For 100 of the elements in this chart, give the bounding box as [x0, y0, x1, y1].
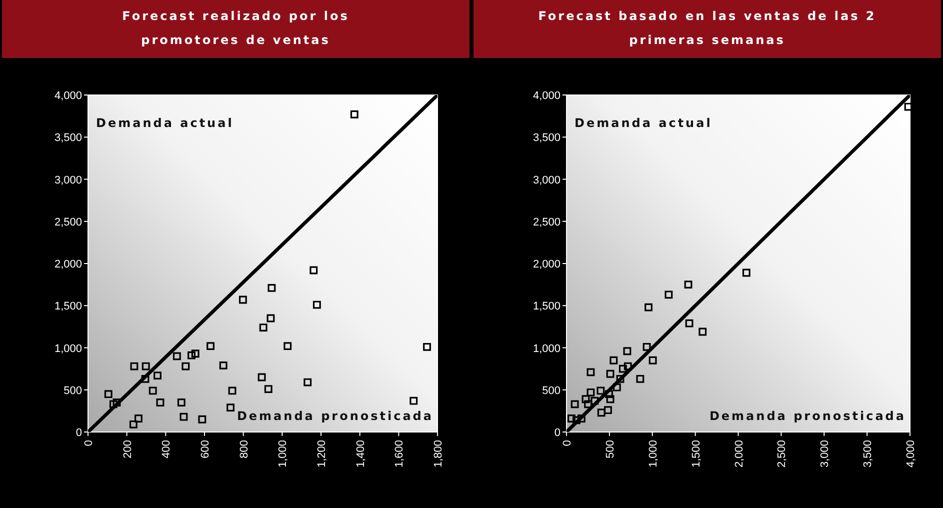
y-tick-label: 4,000 [54, 90, 82, 102]
point [742, 268, 750, 277]
x-tick-label: 200 [122, 440, 134, 458]
x-tick-label: 1,600 [394, 440, 406, 468]
point [172, 352, 181, 360]
point [586, 388, 595, 396]
y-tick-label: 0 [554, 427, 560, 439]
y-tick-label: 500 [64, 384, 82, 397]
point [156, 398, 164, 406]
point [586, 368, 595, 376]
y-tick-label: 3,500 [532, 132, 560, 144]
point [266, 314, 275, 322]
point [112, 398, 121, 406]
point [350, 110, 358, 118]
x-tick-label: 1,500 [690, 440, 702, 468]
x-tick-label: 600 [200, 440, 212, 458]
y-tick-label: 500 [542, 384, 560, 397]
point [198, 415, 206, 424]
point [304, 378, 312, 386]
point [610, 356, 618, 364]
y-tick-label: 1,000 [532, 342, 560, 355]
point [570, 400, 579, 408]
point [698, 328, 707, 336]
x-tick-label: 3,000 [819, 440, 832, 468]
point [624, 362, 632, 370]
point [191, 350, 200, 358]
y-tick-label: 1,500 [532, 300, 560, 313]
y-tick-label: 4,000 [532, 90, 560, 102]
annotation: Demanda actual [574, 116, 712, 130]
point [568, 414, 576, 422]
point [226, 404, 234, 412]
point [642, 342, 651, 351]
x-tick-label: 400 [160, 440, 173, 458]
point [148, 386, 157, 395]
point [584, 400, 592, 408]
point [142, 362, 150, 370]
point [284, 342, 292, 350]
point [685, 319, 694, 328]
x-tick-label: 1,000 [647, 440, 660, 468]
point [684, 280, 692, 289]
x-tick-label: 800 [238, 440, 250, 458]
point [206, 342, 214, 350]
point [423, 342, 431, 351]
point [268, 284, 276, 292]
point [618, 364, 627, 373]
y-tick-label: 1,500 [54, 300, 82, 313]
point [606, 395, 614, 404]
point [180, 412, 188, 421]
point [129, 420, 138, 428]
point [604, 406, 612, 414]
y-tick-label: 2,000 [54, 258, 82, 270]
x-tick-label: 1,400 [354, 440, 367, 468]
y-tick-label: 2,500 [54, 216, 82, 228]
y-tick-label: 2,500 [532, 216, 560, 228]
y-tick-label: 3,000 [54, 174, 82, 186]
x-tick-label: 1,200 [316, 440, 328, 468]
point [109, 400, 118, 408]
annotation: Demanda actual [96, 116, 234, 130]
x-tick-label: 0 [83, 440, 95, 446]
y-tick-label: 2,000 [532, 258, 560, 270]
chart-title: Forecast basado en las ventas de las 2 primeras semanas [538, 9, 876, 47]
point [130, 362, 138, 370]
point [154, 372, 162, 380]
annotation: Demanda pronosticada [709, 409, 906, 423]
point [310, 266, 318, 274]
point [264, 385, 272, 393]
x-tick-label: 1,800 [432, 440, 444, 468]
point [648, 356, 657, 364]
point [636, 374, 644, 383]
y-tick-label: 1,000 [54, 342, 82, 355]
point [606, 370, 614, 378]
x-tick-label: 500 [604, 440, 616, 458]
y-tick-label: 3,500 [54, 132, 82, 144]
x-tick-label: 2,500 [776, 440, 788, 468]
point [228, 386, 236, 395]
point [664, 290, 673, 299]
point [182, 362, 190, 370]
chart-title: Forecast realizado por los promotores de ventas [122, 9, 350, 47]
point [258, 373, 266, 382]
point [312, 300, 321, 309]
point [616, 374, 624, 383]
annotation: Demanda pronosticada [236, 409, 434, 423]
point [219, 361, 228, 370]
point [582, 395, 590, 404]
point [623, 347, 632, 356]
point [177, 398, 186, 406]
x-tick-label: 1,000 [277, 440, 290, 468]
point [141, 374, 150, 383]
point [612, 383, 621, 392]
y-tick-label: 0 [76, 427, 82, 439]
x-tick-label: 2,000 [733, 440, 746, 468]
point [597, 408, 606, 417]
point [134, 414, 142, 422]
x-tick-label: 4,000 [905, 440, 917, 468]
x-tick-label: 0 [562, 440, 574, 446]
point [596, 386, 605, 395]
point [238, 296, 247, 304]
x-tick-label: 3,500 [862, 440, 874, 468]
point [188, 351, 196, 360]
point [104, 390, 112, 398]
